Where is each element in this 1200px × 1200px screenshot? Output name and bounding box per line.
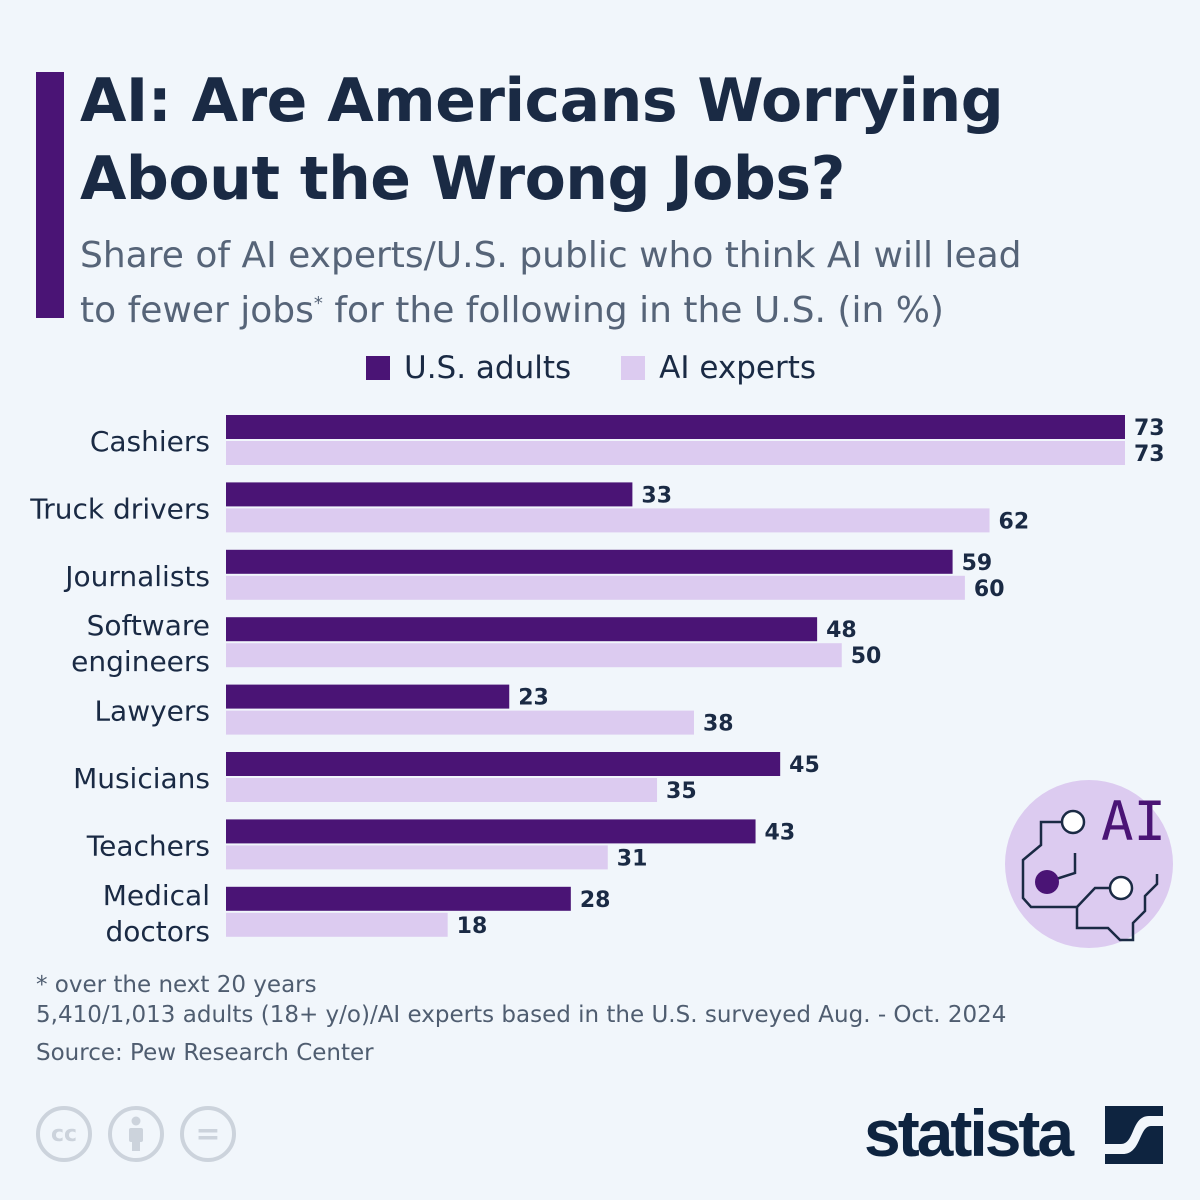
legend-item-ai-experts: AI experts	[621, 350, 816, 386]
legend-swatch-us-adults	[366, 356, 390, 380]
ai-brain-circuit-icon: AI	[1005, 780, 1173, 948]
category-label: Truck drivers	[29, 492, 210, 525]
bar-us-adults	[226, 752, 781, 776]
subtitle-line-1: Share of AI experts/U.S. public who thin…	[80, 235, 1022, 276]
statista-logo-icon	[1105, 1106, 1163, 1164]
cc-icon[interactable]: cc	[36, 1106, 92, 1162]
data-label: 43	[765, 820, 796, 845]
legend: U.S. adults AI experts	[366, 350, 866, 386]
title-line-1: AI: Are Americans Worrying	[80, 66, 1004, 136]
bar-us-adults	[226, 549, 953, 574]
data-label: 23	[518, 686, 549, 711]
subtitle-line-2: to fewer jobs* for the following in the …	[80, 280, 1021, 335]
cc-icon-text: cc	[50, 1121, 78, 1147]
logo-text: statista	[864, 1096, 1074, 1170]
attribution-icon[interactable]	[108, 1106, 164, 1162]
footnote-marker: *	[313, 293, 323, 314]
legend-swatch-ai-experts	[621, 356, 646, 380]
category-label: Musicians	[73, 762, 210, 795]
bar-ai-experts	[226, 643, 842, 668]
data-label: 73	[1134, 442, 1165, 467]
bar-ai-experts	[226, 845, 608, 870]
bar-ai-experts	[226, 508, 990, 533]
category-label: doctors	[105, 915, 210, 948]
bar-ai-experts	[226, 912, 448, 937]
bar-us-adults	[226, 415, 1125, 439]
data-label: 31	[617, 846, 648, 871]
data-label: 28	[580, 888, 611, 913]
bar-us-adults	[226, 886, 571, 911]
title-accent-bar	[36, 72, 64, 318]
data-label: 48	[826, 618, 857, 643]
subtitle: Share of AI experts/U.S. public who thin…	[80, 232, 1021, 335]
data-label: 62	[999, 509, 1030, 534]
bar-us-adults	[226, 482, 633, 507]
category-label: Medical	[103, 879, 210, 912]
subtitle-line-2b: for the following in the U.S. (in %)	[322, 290, 944, 331]
title-line-2: About the Wrong Jobs?	[80, 144, 845, 214]
bar-us-adults	[226, 819, 756, 844]
survey-note: 5,410/1,013 adults (18+ y/o)/AI experts …	[36, 1002, 1007, 1028]
subtitle-line-2a: to fewer jobs	[80, 290, 314, 331]
data-label: 33	[641, 483, 672, 508]
footnotes: * over the next 20 years 5,410/1,013 adu…	[36, 970, 1006, 1068]
data-label: 35	[666, 779, 697, 804]
bar-ai-experts	[226, 778, 658, 802]
data-label: 50	[851, 644, 882, 669]
page-title: AI: Are Americans Worrying About the Wro…	[80, 62, 1004, 218]
footnote: * over the next 20 years	[36, 972, 317, 998]
data-label: 59	[962, 551, 993, 576]
data-label: 18	[457, 914, 488, 939]
legend-item-us-adults: U.S. adults	[366, 350, 571, 386]
data-label: 73	[1134, 416, 1165, 441]
data-label: 45	[789, 753, 820, 778]
bar-us-adults	[226, 617, 818, 642]
category-label: Cashiers	[90, 425, 210, 458]
category-label: Journalists	[63, 560, 210, 593]
source-note: Source: Pew Research Center	[36, 1040, 374, 1066]
data-label: 60	[974, 577, 1005, 602]
category-label: Teachers	[86, 829, 210, 862]
bar-ai-experts	[226, 710, 694, 735]
bar-us-adults	[226, 684, 510, 709]
legend-label: U.S. adults	[404, 350, 572, 386]
no-derivatives-icon[interactable]: =	[180, 1106, 236, 1162]
legend-label: AI experts	[659, 350, 817, 386]
no-derivatives-icon-text: =	[195, 1116, 221, 1152]
bar-ai-experts	[226, 575, 965, 600]
category-label: Software	[87, 609, 210, 642]
ai-icon-text: AI	[1101, 790, 1166, 853]
bar-ai-experts	[226, 441, 1125, 465]
category-label: engineers	[71, 645, 210, 678]
data-label: 38	[703, 712, 734, 737]
category-label: Lawyers	[94, 695, 210, 728]
statista-logo[interactable]: statista	[864, 1095, 1074, 1171]
